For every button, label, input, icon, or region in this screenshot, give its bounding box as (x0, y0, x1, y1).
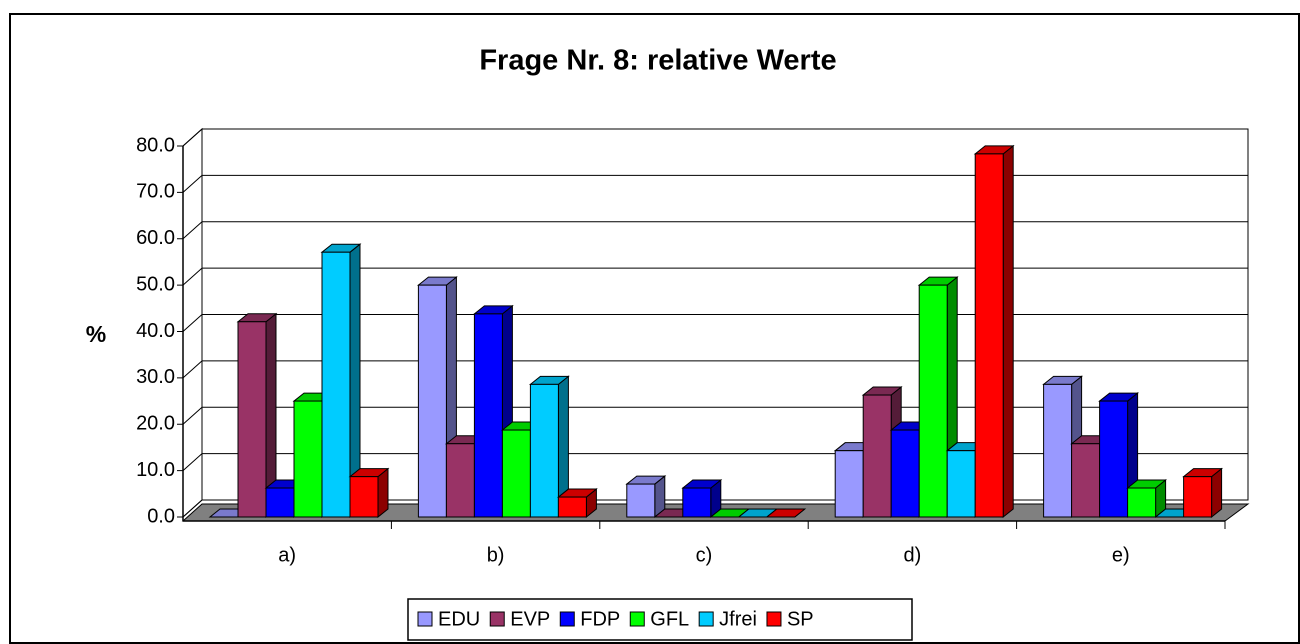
bar-front (974, 153, 1004, 518)
bar-front (473, 313, 503, 518)
y-tick-label: 50.0 (136, 273, 175, 295)
legend-label: Jfrei (719, 608, 757, 630)
y-tick-label: 0.0 (147, 505, 175, 527)
bar-front (1127, 487, 1157, 518)
bar-front (417, 284, 447, 518)
bar-front (445, 443, 475, 518)
grid-line (182, 267, 1248, 286)
grid-line (182, 314, 1248, 332)
y-tick-label: 20.0 (136, 413, 175, 435)
bar-front (1071, 443, 1101, 518)
bar-front (529, 383, 559, 518)
bar-front (237, 321, 267, 518)
legend-label: GFL (650, 608, 689, 630)
bar-front (1183, 476, 1213, 518)
legend: EDU EVP FDP GFL Jfrei SP (407, 598, 913, 641)
bar-front (1099, 400, 1129, 518)
y-tick-label: 30.0 (136, 366, 175, 388)
bar-front (626, 483, 656, 518)
grid-line (182, 360, 1248, 379)
x-tick-label: c) (696, 544, 713, 566)
legend-swatch (698, 611, 714, 627)
bar-front (265, 487, 295, 518)
y-tick-label: 70.0 (136, 181, 175, 203)
y-tick-label: 60.0 (136, 227, 175, 249)
bar (348, 467, 390, 519)
legend-swatch (629, 611, 645, 627)
y-axis-label: % (86, 321, 106, 347)
bar-front (918, 284, 948, 518)
bar-front (946, 450, 976, 518)
bar (625, 475, 667, 519)
x-tick-label: e) (1112, 544, 1130, 566)
legend-swatch (766, 611, 782, 627)
bar-top (765, 508, 807, 518)
grid-line (182, 174, 1248, 193)
y-tick-label: 40.0 (136, 320, 175, 342)
y-tick-label: 80.0 (136, 134, 175, 156)
bar-front (349, 476, 379, 518)
bar (917, 276, 959, 519)
bar (556, 488, 598, 519)
bar-front (682, 487, 712, 518)
legend-swatch (489, 611, 505, 627)
grid-line (182, 128, 1248, 147)
bar-front (293, 400, 323, 518)
legend-label: EVP (510, 608, 550, 630)
bar-front (1043, 383, 1073, 518)
legend-swatch (559, 611, 575, 627)
bar-front (501, 429, 531, 518)
bar (528, 375, 570, 519)
x-tick-label: a) (278, 544, 296, 566)
bar (765, 508, 807, 518)
bar-front (890, 429, 920, 518)
legend-label: SP (787, 608, 814, 630)
bar-front (862, 394, 892, 518)
legend-swatch (417, 611, 433, 627)
x-tick-label: d) (904, 544, 922, 566)
bar (236, 312, 278, 519)
bar-front (321, 251, 351, 518)
bar-front (557, 496, 587, 518)
bar (1182, 467, 1224, 519)
legend-label: EDU (438, 608, 480, 630)
bar (1126, 478, 1168, 519)
bar (320, 243, 362, 519)
grid-line (182, 221, 1248, 240)
legend-label: FDP (580, 608, 620, 630)
bar (973, 144, 1015, 519)
bar (681, 478, 723, 519)
y-tick-label: 10.0 (136, 459, 175, 481)
chart-title: Frage Nr. 8: relative Werte (479, 45, 836, 77)
x-tick-label: b) (487, 544, 505, 566)
bar-side (1002, 144, 1014, 519)
bar-front (834, 450, 864, 518)
